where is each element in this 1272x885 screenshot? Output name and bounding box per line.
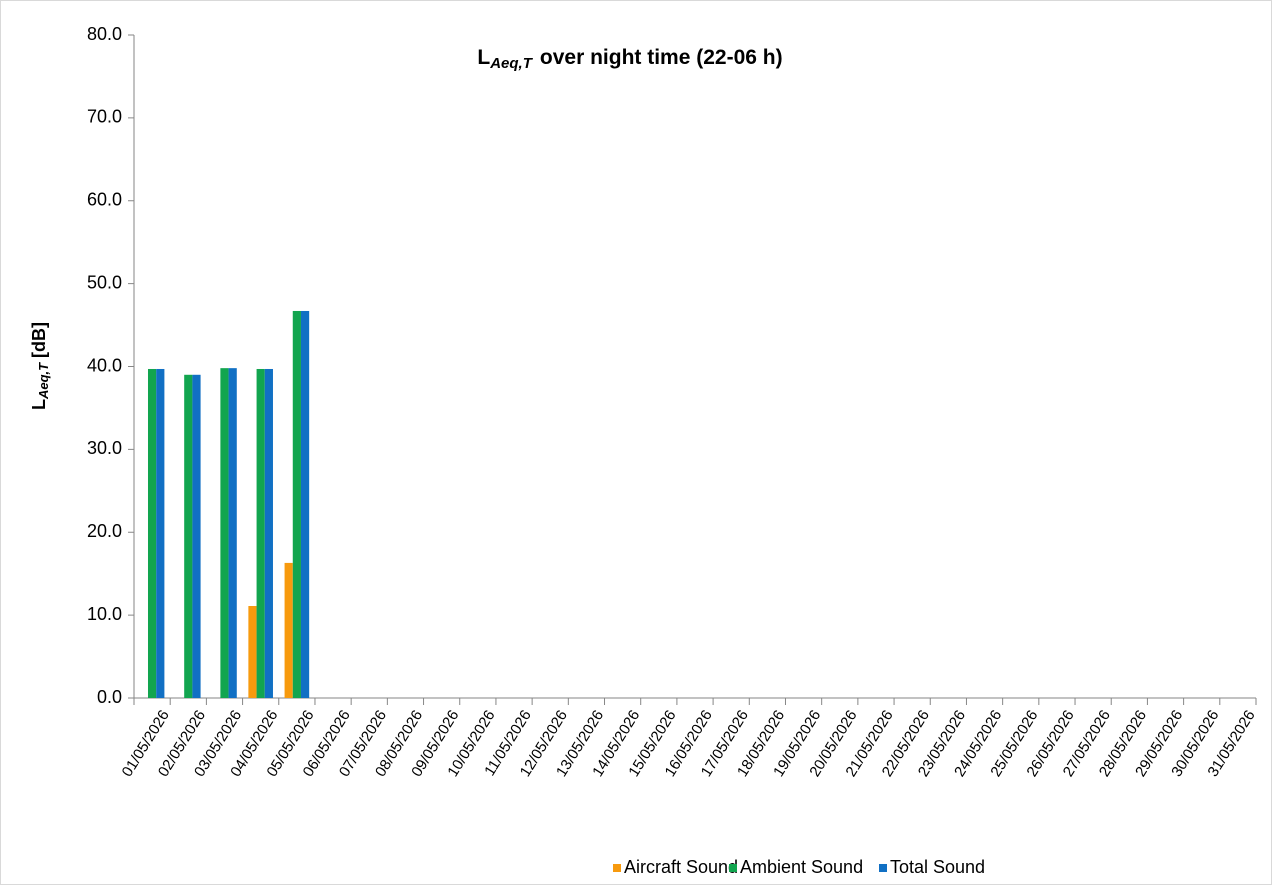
legend-label: Ambient Sound xyxy=(740,857,863,877)
bar xyxy=(284,562,293,698)
legend-item: Aircraft Sound xyxy=(613,857,738,877)
bar xyxy=(228,368,237,698)
title-main: L xyxy=(477,46,490,69)
y-tick-label: 70.0 xyxy=(87,107,122,127)
y-tick-label: 20.0 xyxy=(87,521,122,541)
y-tick-label: 40.0 xyxy=(87,355,122,375)
y-tick-label: 0.0 xyxy=(97,687,122,707)
bar xyxy=(256,368,265,698)
y-tick-label: 60.0 xyxy=(87,190,122,210)
bar xyxy=(300,310,310,698)
bar xyxy=(292,310,301,698)
y-tick-label: 30.0 xyxy=(87,438,122,458)
legend-item: Total Sound xyxy=(879,857,985,877)
legend-item: Ambient Sound xyxy=(729,857,863,877)
legend-label: Aircraft Sound xyxy=(624,857,738,877)
title-sub: Aeq,T xyxy=(489,55,534,72)
y-label-rest: [dB] xyxy=(29,322,49,358)
y-axis-label: LAeq,T [dB] xyxy=(29,322,52,410)
legend-swatch xyxy=(613,864,621,872)
legend-swatch xyxy=(729,864,737,872)
legend-swatch xyxy=(879,864,887,872)
bar xyxy=(264,368,273,698)
bar xyxy=(220,368,229,698)
y-label-main: L xyxy=(29,399,49,410)
legend-label: Total Sound xyxy=(890,857,985,877)
bar xyxy=(248,606,257,698)
y-tick-label: 10.0 xyxy=(87,604,122,624)
title-rest: over night time (22-06 h) xyxy=(540,46,783,69)
bar xyxy=(184,374,193,698)
chart-title: LAeq,T over night time (22-06 h) xyxy=(477,46,782,72)
bar xyxy=(147,368,157,698)
y-tick-label: 80.0 xyxy=(87,24,122,44)
y-label-sub: Aeq,T xyxy=(36,362,51,400)
y-tick-label: 50.0 xyxy=(87,272,122,292)
bar xyxy=(192,374,201,698)
bar xyxy=(156,368,165,698)
